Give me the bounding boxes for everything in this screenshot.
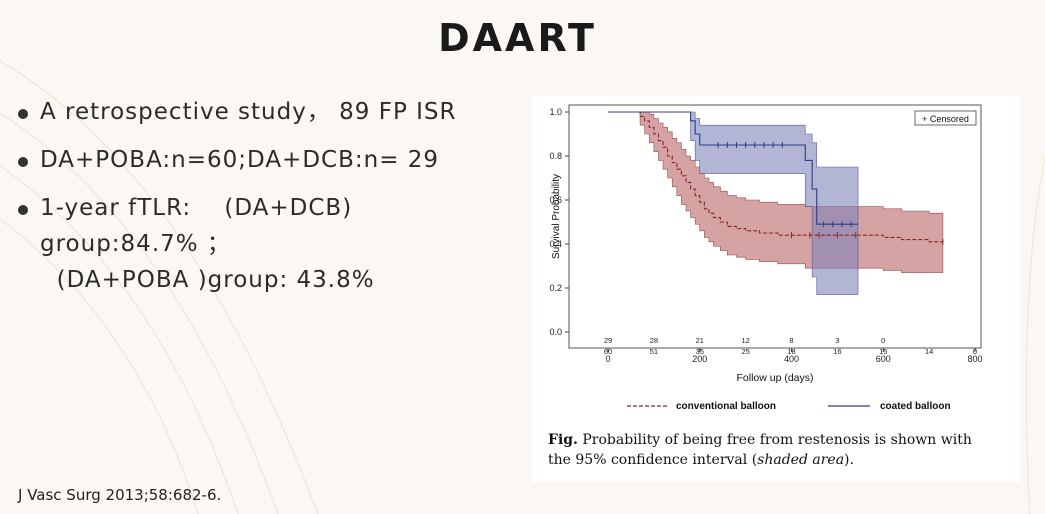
- at-risk-coated: 29: [604, 336, 612, 345]
- at-risk-conventional: 51: [650, 347, 658, 356]
- x-tick-label: 200: [692, 354, 707, 364]
- conventional-confidence-band: [608, 111, 944, 273]
- x-tick-label: 0: [605, 354, 610, 364]
- at-risk-coated: 12: [741, 336, 749, 345]
- at-risk-conventional: 0: [973, 347, 977, 356]
- censored-legend-text: + Censored: [922, 114, 969, 124]
- at-risk-conventional: 60: [604, 347, 612, 356]
- caption-italic: shaded area: [757, 452, 845, 468]
- y-tick-label: 0.4: [549, 239, 562, 249]
- slide-title: DAART: [438, 16, 597, 60]
- legend-coated-label: coated balloon: [880, 401, 951, 412]
- bullet-dot-icon: [18, 205, 28, 215]
- at-risk-conventional: 15: [879, 347, 887, 356]
- y-tick-label: 1.0: [549, 107, 562, 117]
- at-risk-conventional: 18: [787, 347, 795, 356]
- bullet-text: group:84.7% ；: [40, 231, 231, 257]
- y-tick-label: 0.0: [549, 327, 562, 337]
- at-risk-conventional: 35: [696, 347, 704, 356]
- bullet-text: (DA+POBA )group: 43.8%: [40, 267, 375, 293]
- bullet-text: DA+POBA:n=60;DA+DCB:n= 29: [40, 147, 440, 173]
- citation: J Vasc Surg 2013;58:682-6.: [18, 486, 222, 504]
- caption-text-end: ).: [844, 452, 854, 468]
- caption-text: Probability of being free from restenosi…: [548, 432, 972, 468]
- bullet-text: A retrospective study， 89 FP ISR: [40, 99, 457, 125]
- at-risk-coated: 0: [881, 336, 885, 345]
- at-risk-coated: 21: [696, 336, 704, 345]
- caption-label: Fig.: [548, 432, 578, 448]
- y-tick-label: 0.2: [549, 283, 562, 293]
- coated-balloon-curve: [608, 111, 859, 225]
- legend-conventional-label: conventional balloon: [676, 401, 776, 412]
- y-tick-label: 0.6: [549, 195, 562, 205]
- x-tick-label: 400: [784, 354, 799, 364]
- bullet-item-ftlr: 1-year fTLR: (DA+DCB) group:84.7% ； (DA+…: [18, 190, 538, 298]
- at-risk-conventional: 14: [925, 347, 933, 356]
- censored-legend-box: [914, 110, 977, 126]
- bullet-dot-icon: [18, 109, 28, 119]
- at-risk-coated: 3: [835, 336, 839, 345]
- bullet-item-study: A retrospective study， 89 FP ISR: [18, 94, 538, 130]
- y-tick-label: 0.8: [549, 151, 562, 161]
- x-tick-label: 800: [967, 354, 982, 364]
- x-tick-label: 600: [876, 354, 891, 364]
- at-risk-conventional: 16: [833, 347, 841, 356]
- at-risk-coated: 28: [650, 336, 658, 345]
- figure-caption: Fig. Probability of being free from rest…: [548, 430, 998, 470]
- x-axis-title: Follow up (days): [736, 372, 813, 384]
- bullet-dot-icon: [18, 157, 28, 167]
- bullet-text: 1-year fTLR: (DA+DCB): [40, 195, 353, 221]
- bullet-list: A retrospective study， 89 FP ISR DA+POBA…: [18, 94, 538, 310]
- at-risk-coated: 8: [789, 336, 793, 345]
- coated-confidence-band: [608, 111, 859, 295]
- bullet-item-groups: DA+POBA:n=60;DA+DCB:n= 29: [18, 142, 538, 178]
- y-axis-title: Survival Probability: [551, 174, 562, 259]
- at-risk-conventional: 25: [741, 347, 749, 356]
